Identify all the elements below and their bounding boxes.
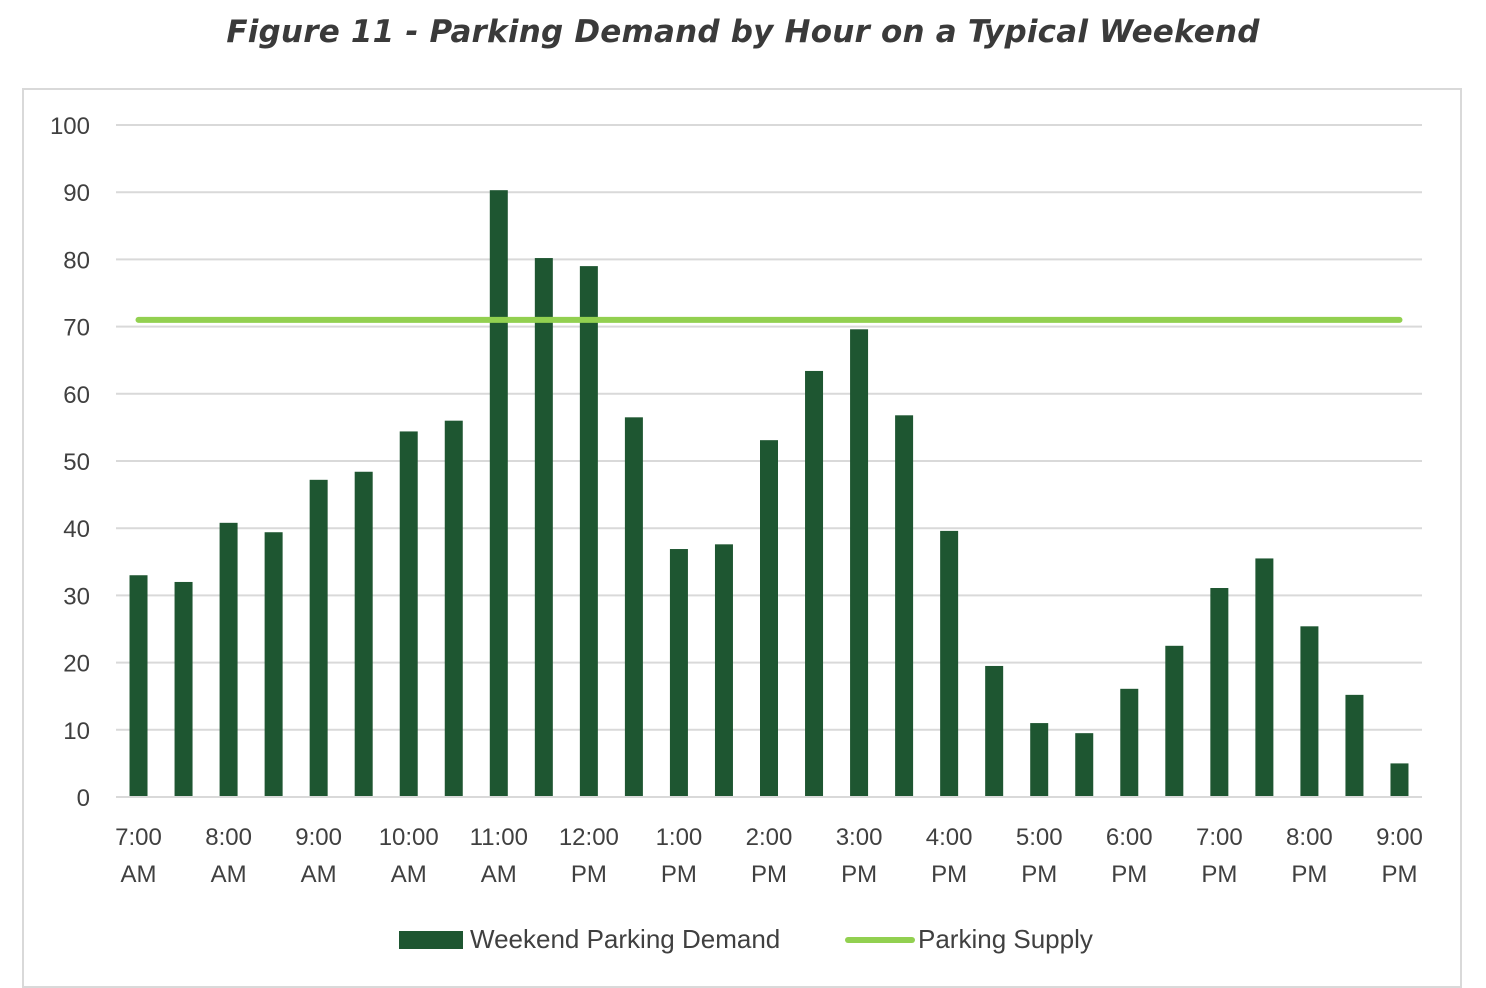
- y-tick-label: 40: [63, 516, 90, 543]
- y-tick-label: 50: [63, 449, 90, 476]
- x-tick-label: 2:00: [746, 824, 793, 851]
- y-axis-tick-labels: 0 10 20 30 40 50 60 70 80 90 100: [50, 113, 90, 812]
- legend: Weekend Parking Demand Parking Supply: [399, 924, 1093, 954]
- y-tick-label: 20: [63, 651, 90, 678]
- x-tick-label: 9:00: [1376, 824, 1423, 851]
- demand-bar: [264, 532, 283, 797]
- y-tick-label: 90: [63, 180, 90, 207]
- demand-bar: [940, 530, 959, 797]
- demand-bars: [129, 190, 1409, 797]
- demand-bar: [489, 190, 508, 797]
- demand-bar: [1165, 645, 1184, 797]
- x-axis-tick-labels: 7:00 AM 8:00 AM 9:00 AM 10:00 AM 11:00 AM 12:00 PM 1…: [115, 824, 1423, 888]
- x-tick-label: PM: [1021, 861, 1057, 888]
- x-tick-label: 4:00: [926, 824, 973, 851]
- legend-swatch-demand: [399, 931, 463, 949]
- x-tick-label: 3:00: [836, 824, 883, 851]
- y-tick-label: 100: [50, 113, 90, 140]
- x-tick-label: 10:00: [379, 824, 439, 851]
- gridlines: [116, 124, 1422, 731]
- x-tick-label: PM: [571, 861, 607, 888]
- y-tick-label: 70: [63, 315, 90, 342]
- y-tick-label: 80: [63, 247, 90, 274]
- demand-bar: [805, 370, 824, 797]
- x-tick-label: 7:00: [115, 824, 162, 851]
- x-tick-label: AM: [301, 861, 337, 888]
- x-tick-label: AM: [121, 861, 157, 888]
- x-tick-label: PM: [1201, 861, 1237, 888]
- x-tick-label: PM: [1291, 861, 1327, 888]
- x-tick-label: AM: [391, 861, 427, 888]
- x-tick-label: PM: [751, 861, 787, 888]
- demand-bar: [1255, 558, 1274, 797]
- demand-bar: [1075, 733, 1094, 797]
- demand-bar: [1390, 763, 1409, 797]
- x-tick-label: 11:00: [470, 824, 528, 851]
- demand-bar: [174, 581, 193, 797]
- x-tick-label: 8:00: [1286, 824, 1333, 851]
- demand-bar: [895, 415, 914, 797]
- demand-bar: [444, 420, 463, 797]
- demand-bar: [1030, 723, 1049, 797]
- x-tick-label: 1:00: [656, 824, 703, 851]
- demand-bar: [985, 665, 1004, 797]
- demand-bar: [850, 329, 869, 797]
- legend-label-demand: Weekend Parking Demand: [470, 924, 780, 954]
- chart-title: Figure 11 - Parking Demand by Hour on a …: [226, 14, 1260, 50]
- y-tick-label: 30: [63, 583, 90, 610]
- demand-bar: [129, 575, 148, 797]
- demand-bar: [1300, 626, 1319, 797]
- y-tick-label: 60: [63, 382, 90, 409]
- demand-bar: [714, 544, 733, 797]
- x-tick-label: PM: [1111, 861, 1147, 888]
- x-tick-label: PM: [841, 861, 877, 888]
- demand-bar: [1345, 694, 1364, 797]
- x-tick-label: AM: [211, 861, 247, 888]
- x-tick-label: 6:00: [1106, 824, 1153, 851]
- demand-bar: [399, 431, 418, 797]
- y-tick-label: 0: [77, 785, 90, 812]
- x-tick-label: AM: [481, 861, 517, 888]
- x-tick-label: 5:00: [1016, 824, 1063, 851]
- x-tick-label: 9:00: [295, 824, 342, 851]
- demand-bar: [219, 522, 238, 797]
- x-tick-label: 12:00: [559, 824, 619, 851]
- demand-bar: [354, 471, 373, 797]
- x-tick-label: 8:00: [205, 824, 252, 851]
- demand-bar: [534, 258, 553, 797]
- y-tick-label: 10: [63, 718, 90, 745]
- demand-bar: [309, 479, 328, 797]
- x-tick-label: PM: [1381, 861, 1417, 888]
- demand-bar: [1120, 688, 1139, 797]
- x-tick-label: PM: [931, 861, 967, 888]
- demand-bar: [669, 549, 688, 797]
- x-tick-label: PM: [661, 861, 697, 888]
- x-tick-label: 7:00: [1196, 824, 1243, 851]
- legend-label-supply: Parking Supply: [918, 924, 1093, 954]
- demand-bar: [624, 417, 643, 797]
- demand-bar: [760, 440, 778, 797]
- demand-bar: [1210, 588, 1229, 797]
- demand-bar: [579, 266, 598, 797]
